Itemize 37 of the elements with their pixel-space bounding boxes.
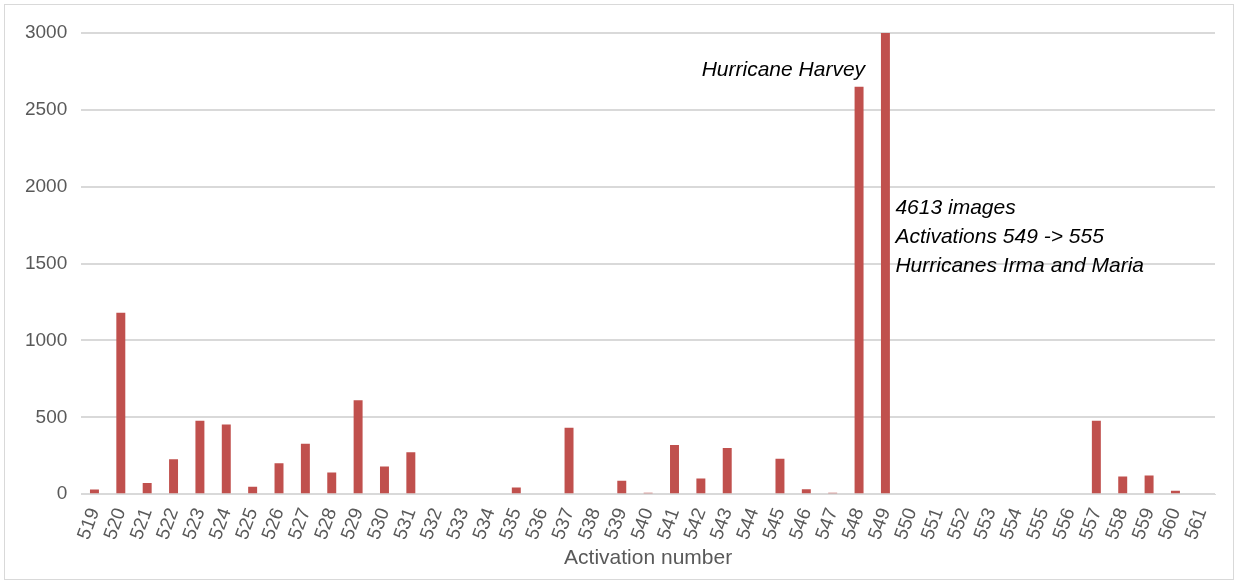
- bar: [379, 466, 389, 494]
- bar: [248, 486, 258, 494]
- x-axis-title: Activation number: [564, 545, 733, 569]
- y-tick-label: 500: [35, 405, 68, 427]
- bar: [696, 478, 706, 494]
- y-tick-label: 1500: [24, 251, 68, 273]
- annotation: Activations 549 -> 555: [893, 224, 1105, 248]
- bar: [1118, 476, 1128, 494]
- bar: [195, 420, 205, 494]
- annotation: 4613 images: [895, 195, 1017, 219]
- bar: [169, 459, 179, 494]
- bar: [221, 424, 231, 494]
- bar: [327, 472, 337, 494]
- y-tick-label: 3000: [24, 21, 68, 43]
- y-tick-label: 2000: [24, 174, 68, 196]
- bar: [353, 400, 363, 494]
- bar: [1144, 475, 1154, 494]
- bar: [617, 480, 627, 494]
- bar: [116, 312, 126, 494]
- bar: [511, 487, 521, 494]
- y-tick-label: 1000: [24, 328, 68, 350]
- y-tick-label: 2500: [24, 98, 68, 120]
- y-tick-label: 0: [56, 482, 68, 504]
- bar: [89, 489, 99, 494]
- bar: [670, 445, 679, 494]
- bar: [142, 482, 152, 494]
- bar: [854, 86, 864, 494]
- bar: [406, 452, 416, 494]
- bar: [775, 458, 785, 494]
- bar: [300, 443, 310, 494]
- annotation: Hurricane Harvey: [701, 57, 867, 81]
- bar: [722, 448, 732, 494]
- bar: [1091, 420, 1101, 494]
- bar: [801, 489, 811, 494]
- bar: [564, 427, 574, 494]
- bar: [880, 33, 890, 494]
- annotation: Hurricanes Irma and Maria: [895, 253, 1145, 277]
